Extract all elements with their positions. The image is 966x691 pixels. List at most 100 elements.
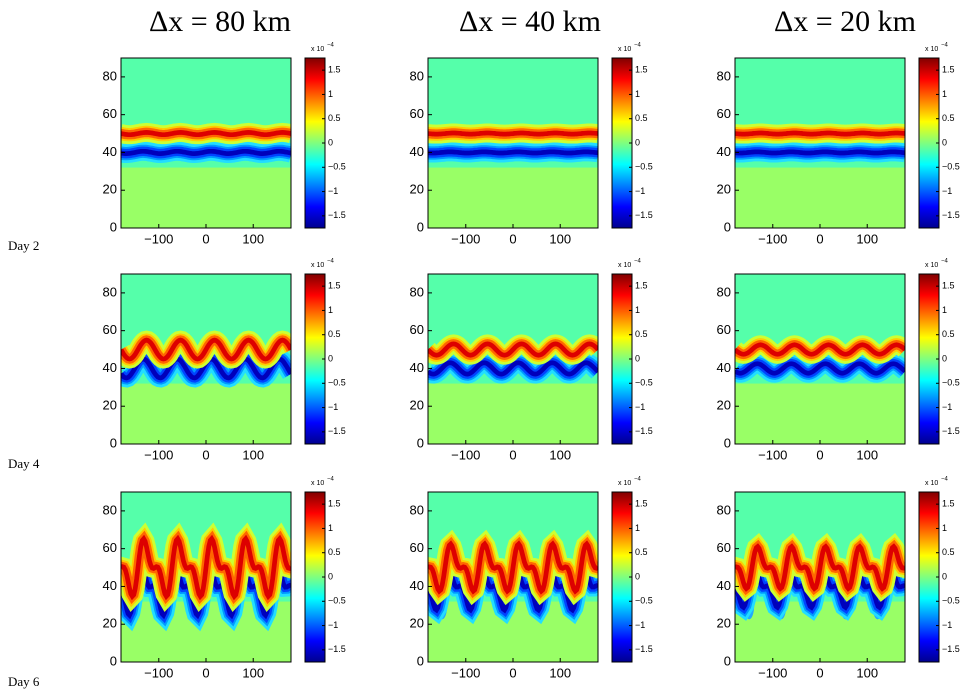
- y-tick-label: 20: [410, 182, 424, 197]
- colorbar-tick-label: −0.5: [942, 596, 960, 606]
- contour-field: [428, 274, 598, 444]
- colorbar-tick-label: 0: [942, 137, 947, 147]
- colorbar-exponent: −4: [634, 259, 642, 265]
- row-label: Day 2: [8, 238, 39, 253]
- y-tick-label: 0: [417, 653, 424, 668]
- colorbar-tick-label: 1.5: [942, 65, 955, 75]
- y-tick-label: 80: [103, 284, 117, 299]
- y-tick-label: 80: [410, 502, 424, 517]
- y-tick-label: 0: [110, 653, 117, 668]
- x-tick-label: 0: [202, 231, 209, 246]
- x-tick-label: 100: [856, 231, 878, 246]
- x-tick-label: 0: [816, 665, 823, 680]
- colorbar-tick-label: 0: [635, 353, 640, 363]
- contour-field: [121, 274, 291, 444]
- colorbar-tick-label: −1.5: [942, 210, 960, 220]
- y-tick-label: 60: [103, 106, 117, 121]
- colorbar-exponent: −4: [941, 477, 949, 483]
- y-tick-label: 60: [103, 322, 117, 337]
- colorbar-tick-label: −0.5: [635, 596, 653, 606]
- colorbar-tick-label: 0.5: [635, 329, 648, 339]
- y-tick-label: 0: [110, 435, 117, 450]
- y-tick-label: 0: [724, 435, 731, 450]
- x-tick-label: −100: [758, 231, 787, 246]
- y-tick-label: 40: [103, 578, 117, 593]
- y-tick-label: 20: [717, 182, 731, 197]
- y-tick-label: 80: [717, 502, 731, 517]
- colorbar-tick-label: −1: [328, 620, 338, 630]
- x-tick-label: 100: [549, 665, 571, 680]
- x-tick-label: −100: [758, 665, 787, 680]
- colorbar-tick-label: 0.5: [328, 329, 341, 339]
- colorbar-tick-label: 1.5: [635, 281, 648, 291]
- y-tick-label: 0: [724, 653, 731, 668]
- colorbar-tick-label: 1: [328, 523, 333, 533]
- y-tick-label: 20: [717, 616, 731, 631]
- colorbar-exponent: −4: [634, 43, 642, 49]
- colorbar-tick-label: 0: [328, 353, 333, 363]
- y-tick-label: 60: [410, 322, 424, 337]
- contour-field: [735, 492, 905, 662]
- colorbar-tick-label: 0.5: [942, 113, 955, 123]
- colorbar-tick-label: −1.5: [942, 644, 960, 654]
- y-tick-label: 80: [717, 68, 731, 83]
- y-tick-label: 60: [410, 106, 424, 121]
- colorbar-tick-label: −0.5: [328, 162, 346, 172]
- colorbar-exponent: −4: [327, 43, 335, 49]
- y-tick-label: 0: [417, 219, 424, 234]
- y-tick-label: 20: [410, 616, 424, 631]
- colorbar-exponent: −4: [634, 477, 642, 483]
- column-title: Δx = 80 km: [149, 5, 291, 38]
- x-tick-label: 100: [549, 231, 571, 246]
- contour-field: [121, 58, 291, 228]
- y-tick-label: 80: [717, 284, 731, 299]
- colorbar-tick-label: −1.5: [635, 644, 653, 654]
- x-tick-label: 100: [242, 665, 264, 680]
- x-tick-label: 100: [549, 447, 571, 462]
- colorbar-tick-label: −1: [635, 620, 645, 630]
- x-tick-label: −100: [451, 447, 480, 462]
- x-tick-label: 0: [509, 447, 516, 462]
- colorbar-tick-label: 1.5: [328, 499, 341, 509]
- colorbar-multiplier: x 10: [311, 46, 324, 53]
- colorbar-tick-label: −1: [328, 402, 338, 412]
- row-label: Day 4: [8, 456, 40, 471]
- colorbar-exponent: −4: [941, 43, 949, 49]
- colorbar-tick-label: 0: [328, 137, 333, 147]
- y-tick-label: 60: [717, 322, 731, 337]
- y-tick-label: 40: [717, 144, 731, 159]
- colorbar-tick-label: 1.5: [942, 281, 955, 291]
- y-tick-label: 20: [410, 398, 424, 413]
- colorbar-tick-label: 1.5: [942, 499, 955, 509]
- colorbar-tick-label: −0.5: [635, 162, 653, 172]
- y-tick-label: 80: [103, 502, 117, 517]
- y-tick-label: 20: [717, 398, 731, 413]
- colorbar-multiplier: x 10: [925, 46, 938, 53]
- colorbar-tick-label: 0: [942, 353, 947, 363]
- contour-field: [121, 492, 291, 662]
- colorbar-tick-label: −1.5: [942, 426, 960, 436]
- colorbar-tick-label: 0: [942, 571, 947, 581]
- y-tick-label: 20: [103, 616, 117, 631]
- colorbar-tick-label: −1: [328, 186, 338, 196]
- column-title: Δx = 40 km: [459, 5, 601, 38]
- y-tick-label: 60: [717, 540, 731, 555]
- x-tick-label: −100: [451, 231, 480, 246]
- x-tick-label: −100: [758, 447, 787, 462]
- contour-field: [735, 58, 905, 228]
- colorbar-tick-label: 0.5: [635, 547, 648, 557]
- colorbar-multiplier: x 10: [618, 480, 631, 487]
- column-title: Δx = 20 km: [774, 5, 916, 38]
- x-tick-label: −100: [144, 447, 173, 462]
- colorbar-tick-label: 0: [328, 571, 333, 581]
- contour-field: [428, 58, 598, 228]
- x-tick-label: 100: [242, 447, 264, 462]
- colorbar-tick-label: −0.5: [942, 162, 960, 172]
- y-tick-label: 40: [717, 360, 731, 375]
- x-tick-label: −100: [144, 231, 173, 246]
- colorbar-tick-label: −0.5: [635, 378, 653, 388]
- y-tick-label: 80: [410, 284, 424, 299]
- y-tick-label: 40: [410, 144, 424, 159]
- y-tick-label: 0: [724, 219, 731, 234]
